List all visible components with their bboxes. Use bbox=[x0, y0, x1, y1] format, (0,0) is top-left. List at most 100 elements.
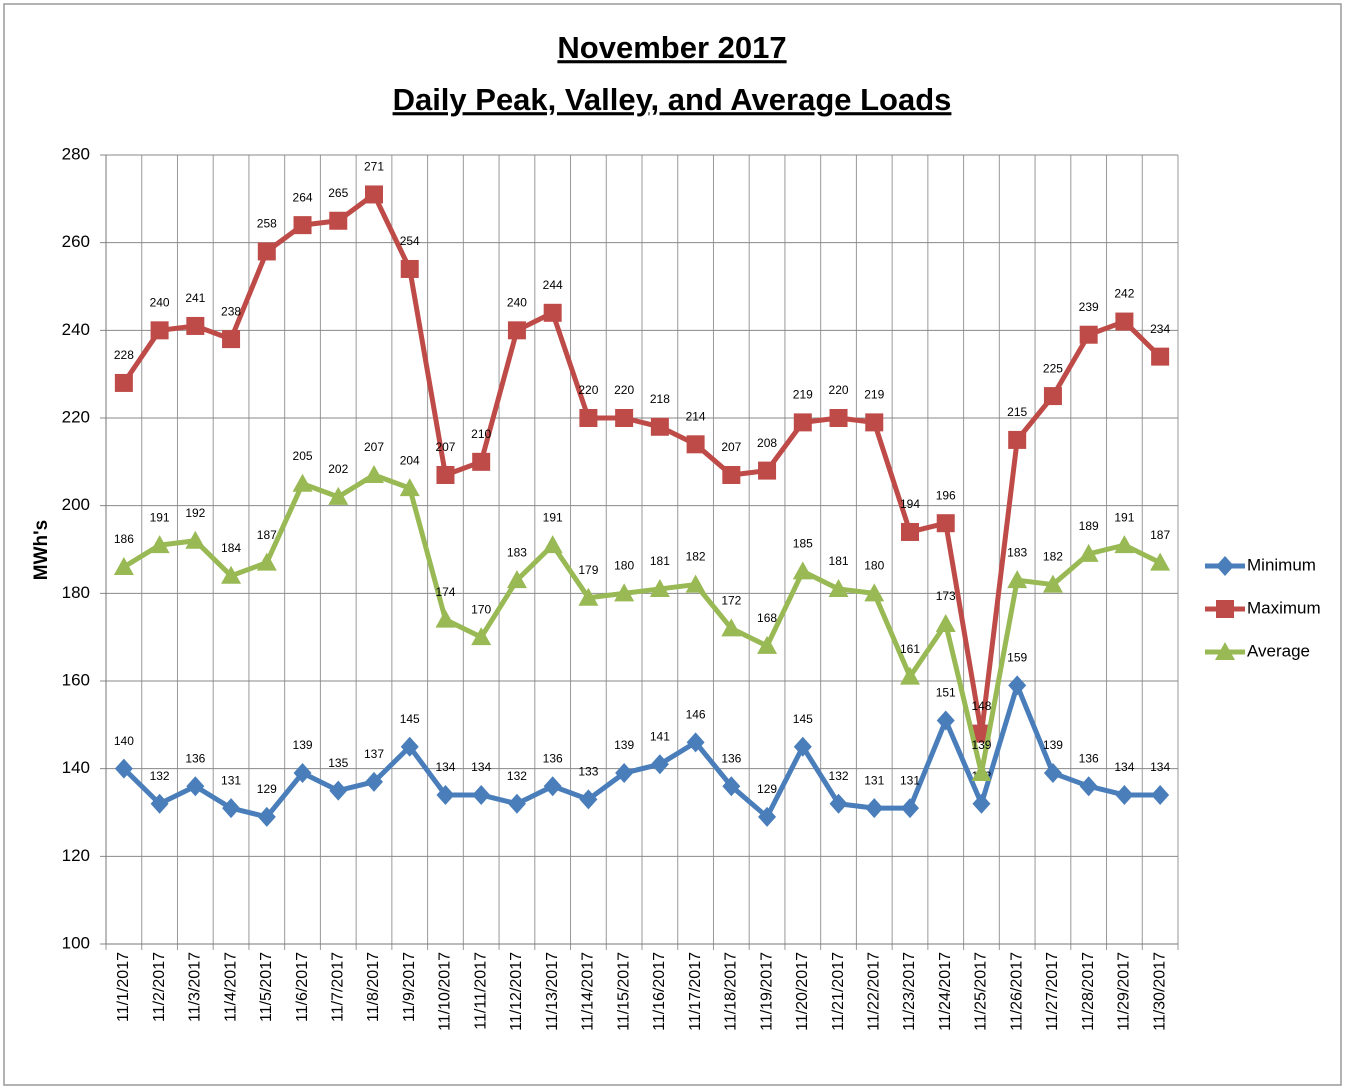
data-label: 189 bbox=[1079, 519, 1099, 533]
x-tick-label: 11/30/2017 bbox=[1151, 952, 1168, 1031]
chart-border bbox=[3, 3, 1342, 1086]
marker bbox=[222, 798, 241, 819]
marker bbox=[328, 486, 349, 505]
x-tick-label: 11/15/2017 bbox=[615, 952, 632, 1031]
marker bbox=[1008, 430, 1027, 449]
x-tick-label: 11/27/2017 bbox=[1044, 952, 1061, 1031]
marker bbox=[507, 321, 526, 340]
data-label: 172 bbox=[721, 594, 741, 608]
legend-label: Average bbox=[1247, 641, 1310, 660]
x-tick-label: 11/4/2017 bbox=[222, 952, 239, 1022]
data-label: 218 bbox=[650, 392, 670, 406]
marker bbox=[828, 578, 849, 597]
data-label: 208 bbox=[757, 436, 777, 450]
marker bbox=[615, 763, 634, 784]
data-label: 191 bbox=[1114, 510, 1134, 524]
marker bbox=[685, 574, 706, 593]
marker bbox=[1216, 556, 1234, 576]
marker bbox=[1151, 784, 1170, 805]
data-label: 159 bbox=[1007, 651, 1027, 665]
data-label: 148 bbox=[971, 699, 991, 713]
data-label: 139 bbox=[614, 738, 634, 752]
x-tick-label: 11/28/2017 bbox=[1080, 952, 1097, 1031]
marker bbox=[221, 565, 242, 584]
data-label: 132 bbox=[507, 769, 527, 783]
x-tick-label: 11/9/2017 bbox=[401, 952, 418, 1022]
marker bbox=[1079, 776, 1098, 797]
marker bbox=[686, 732, 705, 753]
data-label: 187 bbox=[1150, 528, 1170, 542]
marker bbox=[114, 758, 133, 779]
data-label: 180 bbox=[864, 559, 884, 573]
data-label: 242 bbox=[1114, 287, 1134, 301]
data-label: 210 bbox=[471, 427, 491, 441]
data-label: 207 bbox=[721, 440, 741, 454]
legend-label: Maximum bbox=[1247, 598, 1321, 617]
data-label: 240 bbox=[150, 296, 170, 310]
marker bbox=[579, 409, 598, 427]
x-tick-label: 11/8/2017 bbox=[365, 952, 382, 1022]
x-tick-label: 11/11/2017 bbox=[472, 952, 489, 1030]
data-label: 182 bbox=[1043, 550, 1063, 564]
x-tick-label: 11/5/2017 bbox=[258, 952, 275, 1022]
y-tick-label: 140 bbox=[62, 758, 90, 777]
marker bbox=[971, 763, 992, 782]
marker bbox=[1115, 784, 1134, 805]
marker bbox=[1008, 675, 1027, 696]
data-label: 139 bbox=[971, 738, 991, 752]
marker bbox=[150, 321, 169, 340]
marker bbox=[1150, 552, 1171, 571]
chart-subtitle: Daily Peak, Valley, and Average Loads bbox=[393, 82, 952, 117]
data-label: 146 bbox=[686, 708, 706, 722]
data-label: 244 bbox=[543, 278, 563, 292]
marker bbox=[257, 806, 276, 827]
x-tick-label: 11/16/2017 bbox=[651, 952, 668, 1031]
x-tick-label: 11/19/2017 bbox=[758, 952, 775, 1031]
data-label: 136 bbox=[1079, 751, 1099, 765]
marker bbox=[365, 185, 383, 204]
x-tick-label: 11/10/2017 bbox=[437, 952, 454, 1031]
x-tick-label: 11/20/2017 bbox=[794, 952, 811, 1031]
marker bbox=[506, 570, 527, 589]
data-label: 133 bbox=[578, 765, 598, 779]
series-line bbox=[122, 472, 1162, 776]
data-label: 220 bbox=[578, 383, 598, 397]
data-label: 145 bbox=[400, 712, 420, 726]
data-label: 136 bbox=[543, 751, 563, 765]
data-label: 219 bbox=[793, 388, 813, 402]
marker bbox=[364, 464, 384, 483]
data-label: 129 bbox=[257, 782, 277, 796]
marker bbox=[865, 413, 884, 432]
marker bbox=[1042, 574, 1063, 593]
marker bbox=[1151, 347, 1170, 366]
marker bbox=[758, 806, 777, 827]
data-label: 183 bbox=[1007, 545, 1027, 559]
data-label: 140 bbox=[114, 734, 134, 748]
data-label: 241 bbox=[185, 291, 205, 305]
x-tick-label: 11/7/2017 bbox=[329, 952, 346, 1022]
data-label: 134 bbox=[471, 760, 491, 774]
data-label: 132 bbox=[829, 769, 849, 783]
y-tick-label: 280 bbox=[62, 144, 90, 163]
data-label: 191 bbox=[543, 510, 563, 524]
data-label: 214 bbox=[686, 409, 706, 423]
data-label: 215 bbox=[1007, 405, 1027, 419]
data-label: 219 bbox=[864, 388, 884, 402]
marker bbox=[1043, 763, 1062, 784]
data-label: 136 bbox=[185, 751, 205, 765]
marker bbox=[936, 514, 955, 533]
data-label: 220 bbox=[614, 383, 634, 397]
marker bbox=[257, 242, 276, 261]
data-label: 239 bbox=[1079, 300, 1099, 314]
marker bbox=[1007, 570, 1028, 589]
marker bbox=[113, 557, 134, 576]
data-label: 185 bbox=[793, 537, 813, 551]
data-label: 238 bbox=[221, 304, 241, 318]
marker bbox=[686, 435, 705, 454]
data-label: 264 bbox=[293, 190, 313, 204]
marker bbox=[1114, 535, 1135, 554]
data-label: 191 bbox=[150, 510, 170, 524]
marker bbox=[542, 535, 563, 554]
marker bbox=[114, 373, 133, 392]
marker bbox=[900, 666, 920, 685]
